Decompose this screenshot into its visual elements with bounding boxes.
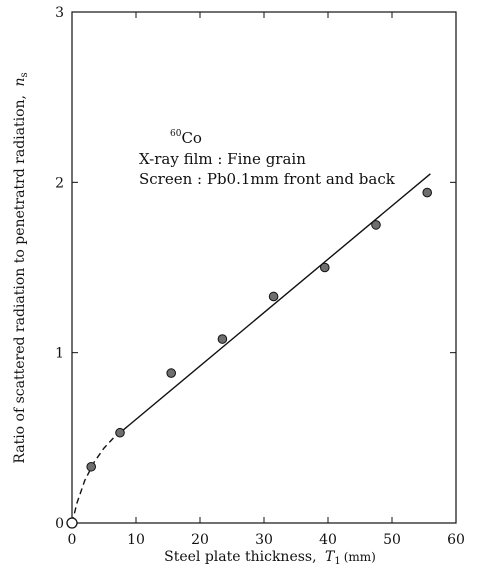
fit-line (119, 173, 431, 434)
x-tick-label: 60 (447, 532, 465, 548)
x-tick-label: 50 (383, 532, 401, 548)
x-tick-label: 0 (68, 532, 77, 548)
source-text: Co (181, 129, 202, 147)
data-point (115, 427, 125, 438)
y-tick-label: 2 (55, 175, 64, 191)
source-superscript: 60 (170, 129, 182, 139)
y-tick-label: 0 (55, 516, 64, 532)
annotation-film: X-ray film : Fine grain (139, 150, 306, 168)
annotation-screen: Screen : Pb0.1mm front and back (139, 170, 396, 188)
data-point (268, 291, 279, 302)
y-tick-labels: 0 1 2 3 (55, 5, 64, 532)
x-tick-label: 30 (255, 532, 273, 548)
x-tick-label: 10 (127, 532, 145, 548)
y-axis-symbol: n (12, 78, 28, 87)
x-axis-unit: (mm) (344, 550, 376, 564)
data-point (371, 220, 381, 230)
x-axis-title-text: Steel plate thickness, (164, 549, 316, 565)
x-tick-labels: 0 10 20 30 40 50 60 (68, 532, 465, 548)
curves (71, 173, 431, 524)
data-point (86, 461, 96, 472)
dashed-curve (71, 432, 121, 524)
y-axis-subscript: s (19, 72, 30, 77)
data-point (166, 368, 176, 378)
annotation-source: 60Co (170, 129, 202, 147)
x-axis-subscript: 1 (334, 556, 340, 567)
x-axis-title: Steel plate thickness, T1 (mm) (164, 549, 376, 567)
tick-marks (71, 11, 457, 524)
data-point (320, 262, 330, 273)
y-tick-label: 1 (55, 346, 64, 362)
y-tick-label: 3 (55, 5, 64, 21)
y-axis-title-text: Ratio of scattered radiation to penetrat… (12, 95, 28, 464)
x-axis-symbol: T (325, 549, 336, 565)
x-tick-label: 40 (319, 532, 337, 548)
origin-open-circle (66, 517, 78, 529)
plot-frame (71, 11, 457, 524)
x-tick-label: 20 (191, 532, 209, 548)
y-axis-title: Ratio of scattered radiation to penetrat… (12, 72, 30, 463)
data-markers (66, 187, 433, 529)
data-point (422, 187, 433, 198)
data-point (217, 334, 228, 344)
